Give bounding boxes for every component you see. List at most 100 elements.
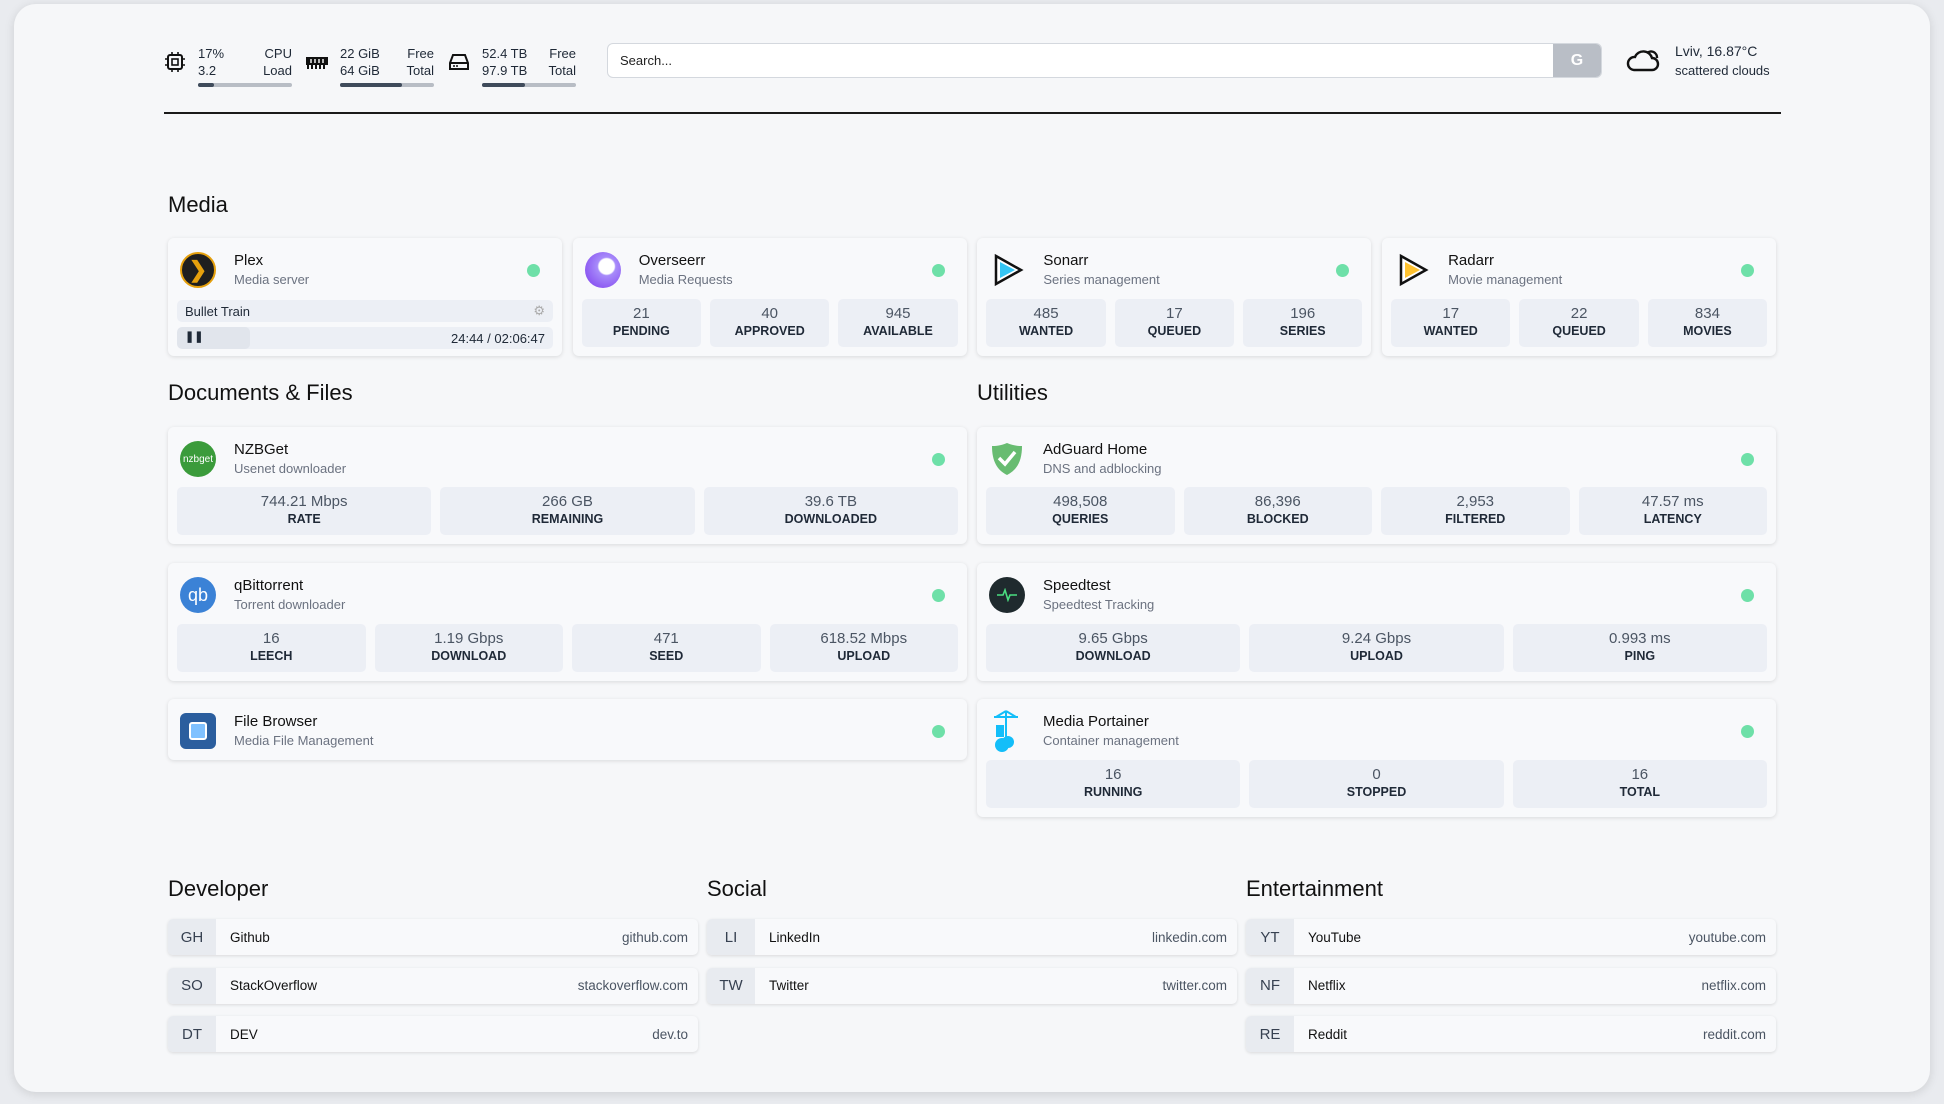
total-label: Total — [406, 63, 434, 78]
bookmark-name: Twitter — [769, 978, 809, 993]
nzbget-card[interactable]: nzbget NZBGet Usenet downloader 744.21 Mbps… — [168, 427, 967, 544]
status-indicator — [931, 263, 945, 277]
bookmark-abbr: DT — [168, 1016, 216, 1052]
stat-value: 498,508 — [1053, 493, 1108, 510]
overseerr-logo-icon — [584, 252, 621, 288]
stat-label: FILTERED — [1445, 512, 1506, 526]
now-playing-title: Bullet Train — [185, 303, 251, 319]
overseerr-card[interactable]: Overseerr Media Requests 21 PENDING 40 APPROV… — [572, 238, 967, 356]
stat-label: QUERIES — [1052, 512, 1109, 526]
stat-value: 618.52 Mbps — [820, 630, 908, 647]
service-name: Plex — [234, 252, 264, 269]
stream-info-icon[interactable]: ⚙ — [533, 303, 545, 318]
stat-rate: 744.21 Mbps RATE — [177, 487, 432, 535]
stat-value: 16 — [262, 630, 280, 647]
service-name: Radarr — [1448, 252, 1494, 269]
stat-label: WANTED — [1423, 324, 1478, 338]
stat-value: 17 — [1442, 305, 1460, 322]
plex-card[interactable]: ❯ Plex Media server Bullet Train ⚙ ❚❚ 24:4… — [168, 238, 562, 356]
stat-value: 9.65 Gbps — [1078, 630, 1148, 647]
stat-value: 22 — [1570, 305, 1588, 322]
bookmark-url: stackoverflow.com — [577, 978, 688, 993]
free-label: Free — [407, 46, 434, 61]
stat-latency: 47.57 ms LATENCY — [1578, 487, 1767, 535]
stat-available: 945 AVAILABLE — [838, 299, 958, 347]
stat-download: 1.19 Gbps DOWNLOAD — [374, 624, 563, 672]
bookmark-name: Netflix — [1308, 978, 1346, 993]
disk-usage-bar — [482, 83, 576, 87]
bookmark-url: twitter.com — [1162, 978, 1227, 993]
cpu-widget: 17% CPU 3.2 Load — [162, 40, 292, 87]
adguard-home-card[interactable]: AdGuard Home DNS and adblocking 498,508 QUE… — [977, 427, 1776, 544]
stat-total: 16 TOTAL — [1512, 760, 1767, 808]
radarr-card[interactable]: Radarr Movie management 17 WANTED 22 QUEUED 83… — [1382, 238, 1777, 356]
stat-label: PING — [1624, 649, 1656, 663]
bookmark-name: LinkedIn — [769, 929, 821, 945]
status-indicator — [932, 452, 945, 466]
weather-condition: scattered clouds — [1675, 63, 1770, 78]
now-playing-bar: Bullet Train ⚙ — [177, 300, 553, 322]
radarr-logo-icon — [1394, 252, 1430, 288]
qbittorrent-card[interactable]: qb qBittorrent Torrent downloader 16 LEECH 1.… — [168, 563, 967, 681]
bookmark-netflix[interactable]: NF Netflix netflix.com — [1246, 967, 1776, 1004]
service-description: Movie management — [1448, 272, 1563, 287]
file-browser-card[interactable]: File Browser Media File Management — [168, 699, 967, 760]
bookmark-youtube[interactable]: YT YouTube youtube.com — [1246, 919, 1776, 955]
bookmark-linkedin[interactable]: LI LinkedIn linkedin.com — [707, 919, 1237, 955]
stat-label: APPROVED — [734, 324, 805, 338]
weather-location-temp: Lviv, 16.87°C — [1675, 43, 1758, 59]
section-title-utilities: Utilities — [977, 380, 1048, 405]
status-indicator — [932, 724, 945, 738]
total-label: Total — [548, 63, 576, 78]
memory-free: 22 GiB — [340, 46, 380, 61]
stats-row: 21 PENDING 40 APPROVED 945 AVAILABLE — [581, 299, 958, 347]
service-description: Usenet downloader — [234, 461, 347, 476]
sonarr-card[interactable]: Sonarr Series management 485 WANTED 17 QUEUED… — [977, 238, 1372, 356]
stat-label: RUNNING — [1083, 785, 1143, 799]
speedtest-logo-icon — [989, 577, 1025, 613]
dashboard-window — [14, 4, 1930, 1092]
playback-progress[interactable]: ❚❚ 24:44 / 02:06:47 — [177, 327, 553, 349]
bookmark-url: dev.to — [652, 1026, 688, 1042]
stat-value: 47.57 ms — [1641, 493, 1704, 510]
stat-movies: 834 MOVIES — [1647, 299, 1768, 347]
media-portainer-card[interactable]: Media Portainer Container management 16 RUN… — [977, 699, 1776, 817]
stat-label: DOWNLOAD — [431, 649, 507, 663]
service-description: Media Requests — [638, 272, 733, 287]
stat-blocked: 86,396 BLOCKED — [1183, 487, 1372, 535]
stat-value: 266 GB — [542, 493, 593, 510]
section-title-documents: Documents & Files — [168, 380, 353, 405]
bookmark-abbr: SO — [168, 967, 216, 1004]
stat-filtered: 2,953 FILTERED — [1381, 487, 1570, 535]
disk-total: 97.9 TB — [482, 63, 528, 78]
stats-row: 16 RUNNING 0 STOPPED 16 TOTAL — [986, 760, 1767, 808]
stat-value: 16 — [1104, 766, 1122, 783]
search-input[interactable] — [608, 44, 1553, 77]
stat-value: 834 — [1694, 305, 1720, 322]
bookmark-name: Github — [230, 929, 270, 945]
stat-value: 196 — [1290, 305, 1316, 322]
speedtest-card[interactable]: Speedtest Speedtest Tracking 9.65 Gbps DOWN… — [977, 563, 1776, 681]
bookmark-name: StackOverflow — [230, 978, 318, 993]
cpu-label: CPU — [264, 46, 292, 61]
service-name: Overseerr — [638, 252, 706, 269]
stat-downloaded: 39.6 TB DOWNLOADED — [703, 487, 958, 535]
pause-icon[interactable]: ❚❚ — [185, 331, 204, 343]
section-title-developer: Developer — [168, 876, 269, 901]
bookmark-stackoverflow[interactable]: SO StackOverflow stackoverflow.com — [168, 967, 698, 1004]
bookmark-twitter[interactable]: TW Twitter twitter.com — [707, 967, 1237, 1004]
bookmark-reddit[interactable]: RE Reddit reddit.com — [1246, 1016, 1776, 1052]
bookmark-github[interactable]: GH Github github.com — [168, 919, 698, 955]
section-title-media: Media — [168, 192, 228, 217]
weather-widget: Lviv, 16.87°C scattered clouds — [1625, 42, 1770, 80]
service-name: Media Portainer — [1043, 713, 1149, 730]
search-engine-button[interactable]: G — [1553, 44, 1601, 77]
service-description: Series management — [1043, 272, 1160, 287]
stat-running: 16 RUNNING — [986, 760, 1241, 808]
status-indicator — [1741, 263, 1755, 277]
stat-label: PENDING — [612, 324, 670, 338]
load-label: Load — [263, 63, 292, 78]
bookmark-dev[interactable]: DT DEV dev.to — [168, 1016, 698, 1052]
stat-label: MOVIES — [1683, 324, 1732, 338]
stat-value: 0 — [1372, 766, 1381, 783]
